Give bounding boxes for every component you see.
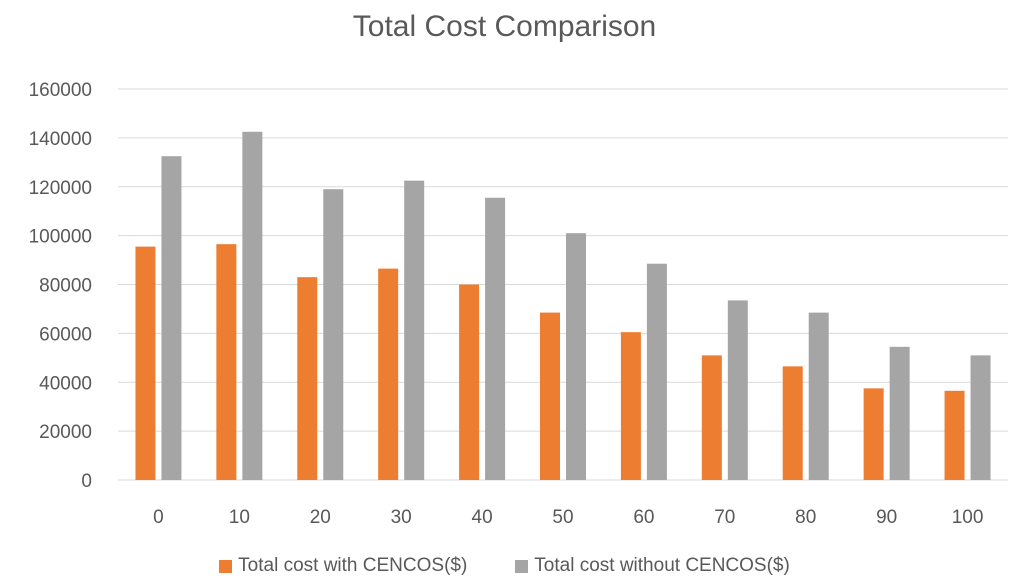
x-tick-label: 100 — [952, 507, 984, 528]
x-tick-label: 70 — [714, 507, 735, 528]
bar-without-cencos-30 — [404, 180, 425, 480]
x-tick-label: 10 — [229, 507, 250, 528]
bars — [135, 131, 991, 480]
gridlines — [118, 88, 1008, 481]
bar-without-cencos-50 — [566, 233, 586, 480]
bar-with-cencos-10 — [216, 244, 237, 480]
bar-without-cencos-80 — [808, 312, 829, 480]
legend-label-without-cencos: Total cost without CENCOS($) — [534, 555, 790, 576]
x-tick-label: 50 — [552, 507, 573, 528]
y-tick-label: 20000 — [39, 422, 92, 443]
bar-without-cencos-0 — [161, 156, 182, 480]
x-axis-ticks: 0 10 20 30 40 50 60 70 80 90 100 — [153, 507, 983, 528]
y-tick-label: 40000 — [39, 373, 92, 394]
bar-without-cencos-10 — [242, 131, 263, 480]
bar-with-cencos-0 — [135, 246, 156, 480]
y-axis-ticks: 0 20000 40000 60000 80000 100000 120000 140000 1… — [29, 80, 92, 492]
bar-without-cencos-70 — [727, 300, 748, 480]
bar-with-cencos-90 — [863, 388, 884, 480]
y-tick-label: 160000 — [29, 80, 92, 101]
legend-swatch-without-cencos — [515, 559, 529, 573]
legend-label-with-cencos: Total cost with CENCOS($) — [238, 555, 468, 576]
x-tick-label: 20 — [310, 507, 331, 528]
y-tick-label: 140000 — [29, 129, 92, 150]
bar-with-cencos-30 — [378, 268, 399, 480]
legend: Total cost with CENCOS($) Total cost wit… — [0, 555, 1009, 577]
chart-title: Total Cost Comparison — [352, 10, 657, 43]
bar-with-cencos-100 — [944, 390, 965, 480]
y-tick-label: 80000 — [39, 276, 92, 297]
bar-with-cencos-40 — [459, 284, 480, 480]
bar-with-cencos-70 — [701, 355, 722, 480]
x-tick-label: 60 — [633, 507, 654, 528]
y-tick-label: 60000 — [39, 324, 92, 345]
legend-item-with-cencos: Total cost with CENCOS($) — [219, 555, 467, 577]
y-tick-label: 0 — [81, 471, 92, 492]
y-tick-label: 120000 — [29, 178, 92, 199]
x-tick-label: 90 — [876, 507, 897, 528]
x-tick-label: 30 — [391, 507, 412, 528]
bar-without-cencos-20 — [323, 189, 344, 480]
bar-with-cencos-20 — [297, 277, 318, 480]
x-tick-label: 80 — [795, 507, 816, 528]
bar-with-cencos-80 — [782, 366, 803, 480]
bar-without-cencos-100 — [970, 355, 991, 480]
legend-swatch-with-cencos — [219, 559, 233, 573]
y-tick-label: 100000 — [29, 227, 92, 248]
bar-with-cencos-60 — [620, 332, 641, 480]
legend-item-without-cencos: Total cost without CENCOS($) — [515, 555, 790, 577]
bar-without-cencos-60 — [646, 263, 667, 480]
bar-with-cencos-50 — [540, 312, 560, 480]
bar-without-cencos-40 — [485, 197, 506, 480]
x-tick-label: 0 — [153, 507, 164, 528]
bar-without-cencos-90 — [889, 346, 910, 480]
x-tick-label: 40 — [472, 507, 493, 528]
